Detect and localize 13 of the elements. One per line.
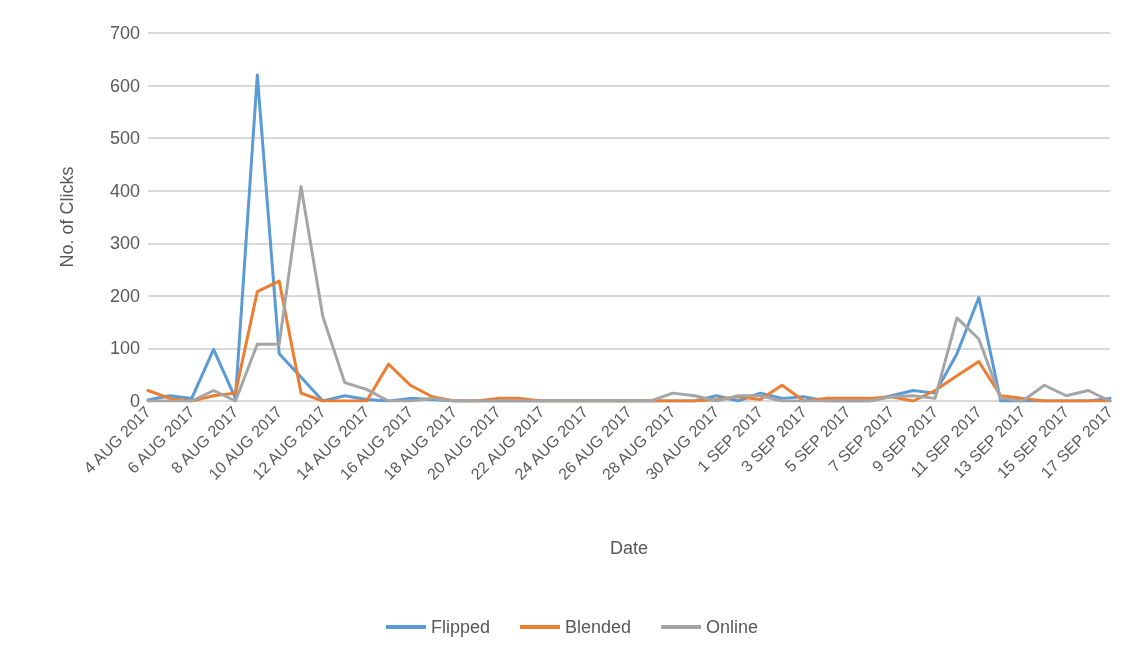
y-tick-label: 400: [109, 180, 140, 201]
line-series: [146, 185, 1112, 403]
y-tick-label: 700: [109, 23, 140, 43]
y-tick-label: 500: [109, 128, 140, 149]
y-tick-label: 600: [109, 75, 140, 96]
legend-label: Flipped: [430, 617, 490, 637]
x-axis-title: Date: [609, 538, 649, 558]
legend-label: Online: [706, 617, 759, 637]
y-tick-label: 200: [109, 285, 140, 306]
legend-label: Blended: [564, 617, 632, 637]
y-tick-label: 100: [109, 338, 140, 359]
y-axis-title: No. of Clicks: [57, 166, 77, 268]
y-tick-label: 300: [109, 233, 140, 254]
